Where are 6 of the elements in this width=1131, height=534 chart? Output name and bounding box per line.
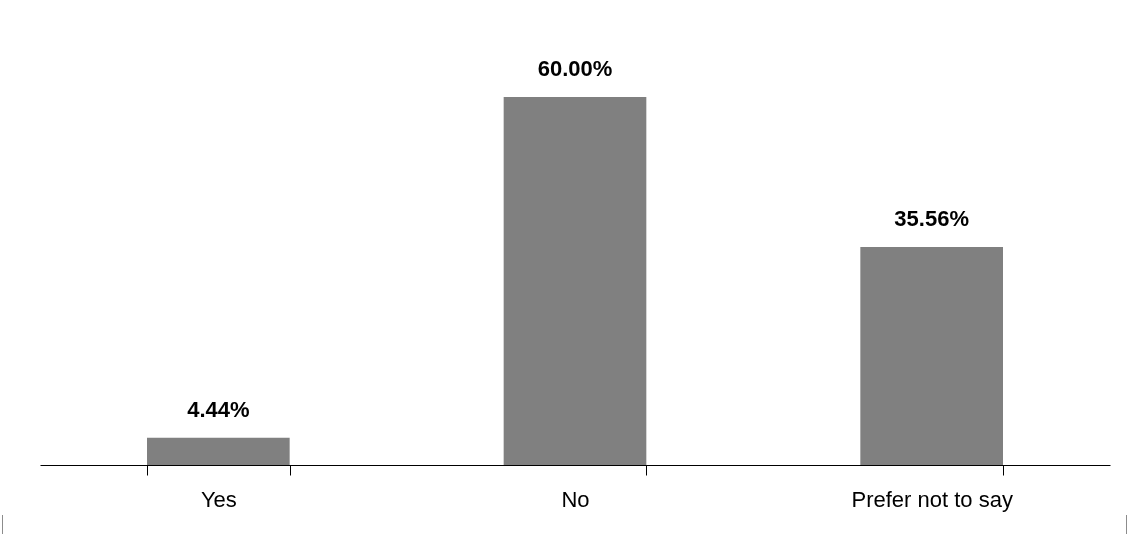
x-tick-label: No (561, 486, 590, 512)
data-label: 60.00% (537, 56, 613, 81)
x-tick-label: Yes (200, 486, 237, 512)
x-tick-label: Prefer not to say (851, 486, 1013, 512)
data-label: 35.56% (894, 205, 969, 231)
data-label: 4.44% (187, 396, 250, 422)
